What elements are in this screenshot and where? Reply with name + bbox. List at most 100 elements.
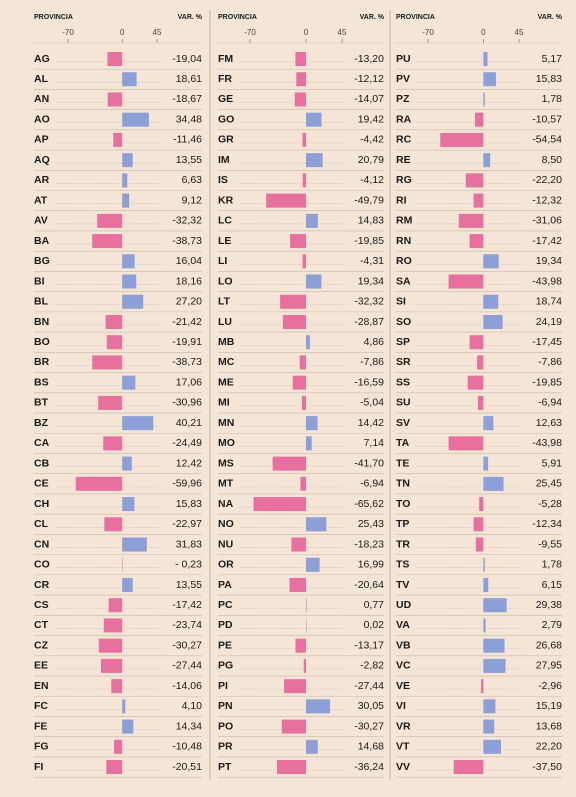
bar [104, 517, 123, 532]
bar [440, 132, 484, 147]
category-label: CB [34, 457, 50, 469]
x-tick-label: -70 [422, 28, 434, 37]
value-label: -7,86 [360, 356, 384, 368]
value-label: -4,42 [360, 134, 384, 146]
value-label: 13,55 [176, 579, 202, 591]
category-label: PG [218, 660, 233, 672]
category-label: PN [218, 700, 233, 712]
category-label: RA [396, 113, 412, 125]
category-label: AL [34, 73, 49, 85]
x-tick-label: 45 [338, 28, 347, 37]
category-label: BS [34, 376, 49, 388]
x-tick-label: 0 [304, 28, 309, 37]
category-label: VC [396, 660, 411, 672]
value-label: -27,44 [172, 660, 202, 672]
category-label: EE [34, 660, 48, 672]
category-label: VI [396, 700, 406, 712]
value-label: 30,05 [358, 700, 384, 712]
category-label: ME [218, 376, 234, 388]
bar [469, 335, 484, 350]
value-label: 31,83 [176, 538, 202, 550]
bar [92, 355, 123, 370]
category-label: SU [396, 397, 411, 409]
value-label: -19,91 [172, 336, 202, 348]
category-label: GR [218, 134, 234, 146]
x-tick-label: 0 [481, 28, 486, 37]
value-label: 27,20 [176, 296, 202, 308]
category-label: MS [218, 457, 234, 469]
value-label: -17,42 [532, 235, 562, 247]
bar [277, 760, 306, 775]
bar [302, 132, 306, 147]
value-label: 34,48 [176, 113, 202, 125]
bar [302, 254, 306, 269]
value-label: 27,95 [536, 660, 562, 672]
bar [122, 416, 154, 431]
value-label: -17,42 [172, 599, 202, 611]
category-label: VV [396, 761, 410, 773]
value-label: 15,19 [536, 700, 562, 712]
category-label: KR [218, 194, 234, 206]
value-label: 2,79 [542, 619, 563, 631]
bar [107, 52, 123, 66]
bar [299, 355, 306, 370]
bar [473, 193, 484, 208]
category-label: AN [34, 93, 49, 105]
category-label: AT [34, 194, 48, 206]
bar [291, 537, 306, 552]
value-label: - 0,23 [175, 559, 202, 571]
category-label: CR [34, 579, 50, 591]
value-label: 17,06 [176, 376, 202, 388]
value-label: -30,96 [172, 397, 202, 409]
category-label: FE [34, 720, 47, 732]
bar [473, 517, 484, 532]
category-label: VE [396, 680, 410, 692]
category-label: BR [34, 356, 50, 368]
category-label: SR [396, 356, 411, 368]
bar [302, 173, 306, 188]
bar [295, 638, 306, 653]
value-label: -13,20 [354, 53, 384, 65]
value-label: -38,73 [172, 235, 202, 247]
bar [306, 598, 307, 613]
category-label: TV [396, 579, 409, 591]
category-label: LO [218, 275, 233, 287]
category-label: PC [218, 599, 233, 611]
bar [483, 314, 503, 329]
value-label: -9,55 [538, 538, 562, 550]
value-label: 4,86 [364, 336, 385, 348]
bar [306, 112, 322, 127]
bar [469, 234, 484, 249]
category-label: SS [396, 376, 410, 388]
bar [122, 699, 126, 714]
bar [483, 72, 496, 87]
bar [475, 537, 484, 552]
bar [306, 739, 318, 754]
value-label: -10,57 [532, 113, 562, 125]
category-label: MO [218, 437, 235, 449]
category-label: AV [34, 215, 48, 227]
category-label: LT [218, 296, 231, 308]
bar [475, 112, 484, 127]
bar [284, 679, 306, 694]
bar [98, 395, 123, 410]
value-header: VAR. % [538, 14, 563, 21]
bar [303, 658, 306, 673]
category-label: VT [396, 741, 410, 753]
bar [301, 395, 306, 410]
category-label: FR [218, 73, 232, 85]
value-label: 0,02 [364, 619, 385, 631]
category-label: TS [396, 559, 409, 571]
category-label: TN [396, 478, 410, 490]
bar [467, 375, 484, 390]
value-label: 1,78 [542, 559, 563, 571]
category-label: FM [218, 53, 233, 65]
value-label: -49,79 [354, 194, 384, 206]
value-label: 40,21 [176, 417, 202, 429]
category-header: PROVINCIA [396, 14, 435, 21]
bar [122, 719, 134, 734]
category-label: VB [396, 639, 411, 651]
value-label: -12,32 [532, 194, 562, 206]
category-label: BZ [34, 417, 49, 429]
value-label: -37,50 [532, 761, 562, 773]
